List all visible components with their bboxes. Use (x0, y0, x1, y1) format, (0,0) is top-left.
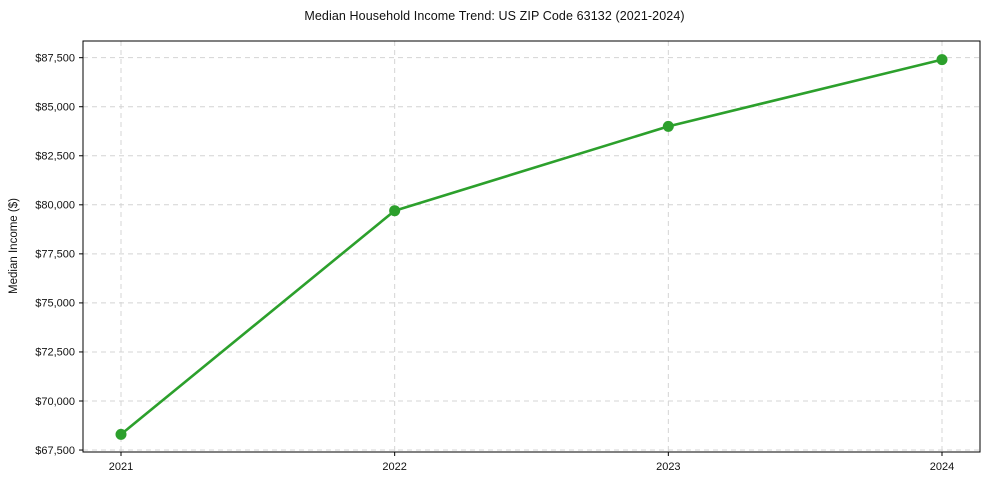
y-tick-label: $75,000 (35, 298, 75, 310)
data-point (662, 120, 674, 132)
plot-border (82, 40, 981, 453)
chart-title: Median Household Income Trend: US ZIP Co… (304, 9, 685, 23)
y-tick-label: $82,500 (35, 151, 75, 163)
data-point (389, 205, 401, 217)
y-tick-label: $87,500 (35, 52, 75, 64)
y-tick-label: $80,000 (35, 200, 75, 212)
data-point (936, 54, 948, 66)
y-tick-label: $67,500 (35, 445, 75, 457)
y-tick-label: $70,000 (35, 396, 75, 408)
y-axis-label: Median Income ($) (8, 198, 20, 294)
y-tick-label: $85,000 (35, 102, 75, 114)
data-point (115, 428, 127, 440)
x-tick-label: 2021 (109, 461, 133, 473)
trend-line (119, 58, 944, 436)
x-tick-label: 2023 (656, 461, 680, 473)
y-tick-label: $77,500 (35, 249, 75, 261)
y-tick-label: $72,500 (35, 347, 75, 359)
x-tick-label: 2022 (382, 461, 406, 473)
x-tick-label: 2024 (930, 461, 954, 473)
